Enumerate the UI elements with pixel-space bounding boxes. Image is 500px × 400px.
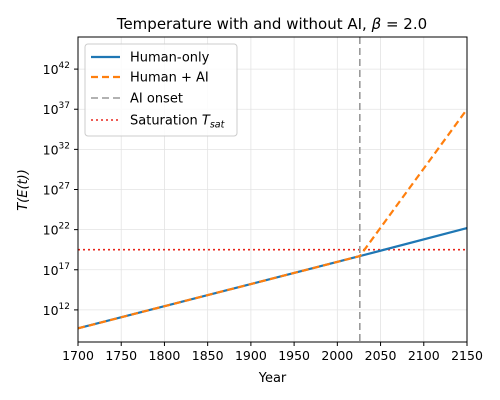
y-tick-label: 1027 [43,182,70,198]
legend-saturation-prefix: Saturation [130,114,202,129]
x-tick-label: 2150 [451,348,483,363]
x-tick-label: 1900 [235,348,267,363]
x-tick-label: 1700 [62,348,94,363]
x-axis: 1700 1750 1800 1850 1900 1950 2000 2050 2100 2150 [62,342,483,363]
x-tick-label: 2100 [408,348,440,363]
y-tick-exponent: 12 [59,302,70,312]
y-tick-base: 10 [43,183,59,198]
y-tick-label: 1042 [43,61,70,77]
y-axis-label: T(E(t)) [16,169,31,211]
chart-title: Temperature with and without AI, β = 2.0 [116,15,427,33]
legend-label-human-only: Human-only [130,51,210,66]
y-tick-exponent: 22 [59,222,70,232]
x-tick-label: 2000 [321,348,353,363]
series-line-human-ai [77,108,468,330]
y-tick-base: 10 [43,303,59,318]
x-tick-label: 1750 [105,348,137,363]
y-tick-label: 1012 [43,302,70,318]
x-axis-label: Year [258,371,287,386]
y-tick-label: 1017 [43,262,70,278]
legend-box [84,43,238,137]
plot-area [77,37,468,342]
chart-title-prefix: Temperature with and without AI, [116,15,372,33]
legend-saturation-symbol: T [202,114,211,129]
x-tick-label: 1850 [192,348,224,363]
y-tick-label: 1032 [43,141,70,157]
legend-label-human-ai: Human + AI [130,71,209,86]
y-tick-base: 10 [43,223,59,238]
x-tick-label: 2050 [365,348,397,363]
grid [77,37,468,342]
y-tick-base: 10 [43,62,59,77]
x-tick-label: 1950 [278,348,310,363]
y-tick-base: 10 [43,142,59,157]
legend-label-saturation: Saturation Tsat [130,114,226,131]
legend-saturation-sub: sat [210,120,226,131]
y-tick-label: 1037 [43,101,70,117]
y-tick-label: 1022 [43,222,70,238]
y-tick-base: 10 [43,263,59,278]
legend: Human-only Human + AI AI onset Saturatio… [84,43,238,137]
y-tick-exponent: 32 [59,141,70,151]
y-tick-base: 10 [43,102,59,117]
y-tick-exponent: 17 [59,262,70,272]
legend-label-ai-onset: AI onset [130,92,183,107]
chart-title-symbol: β [371,15,382,33]
x-tick-label: 1800 [149,348,181,363]
chart-title-suffix: = 2.0 [381,15,427,33]
y-tick-exponent: 37 [59,101,70,111]
y-tick-exponent: 42 [59,61,70,71]
y-tick-exponent: 27 [59,182,70,192]
